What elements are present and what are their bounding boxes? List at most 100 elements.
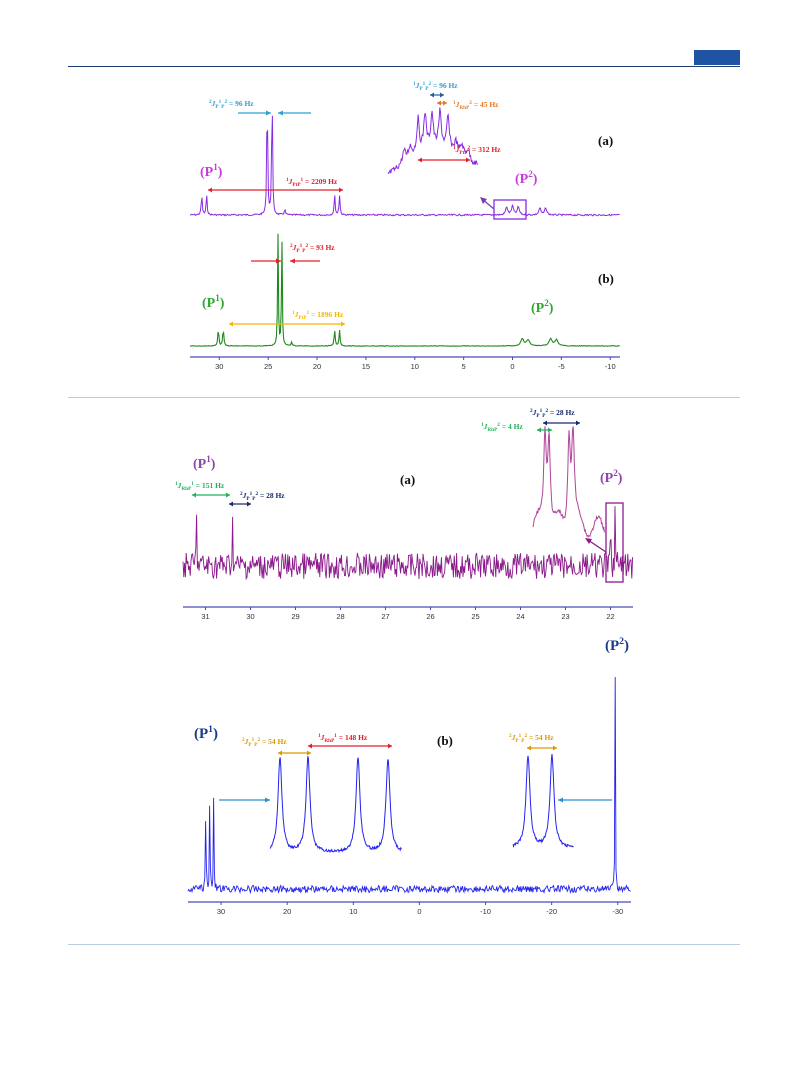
tick-label: 10 [411,362,419,371]
figure-separator-2 [68,944,740,945]
tick-label: 15 [362,362,370,371]
coupling-2a-rhp1: 1JRhP1 = 151 Hz [175,481,225,492]
coupling-2b-p1p2-left-arrow-head-right [307,750,311,756]
spectrum-2a [182,506,634,581]
peak-label-1b-p2: (P2) [531,298,554,316]
coupling-1a-ptp2: 1JPtP2 = 312 Hz [453,145,501,156]
coupling-2a-p1p2-right-arrow-head-left [543,420,547,426]
coupling-1b-ptp1-arrow-head-right [341,321,345,327]
tick-label: -5 [558,362,565,371]
coupling-1a-ptp2-arrow-head-left [418,157,422,163]
coupling-2a-p1p2-left-arrow-head-left [229,501,233,507]
tick-label: 26 [426,612,434,621]
tick-label: 30 [215,362,223,371]
spectrum-2b [187,676,631,895]
inset-pointer-head-2a [585,538,592,544]
peak-label-2a-p1: (P1) [193,454,216,472]
coupling-1a-p1p2-right-arrow [430,92,444,98]
peak-label-2b-p1: (P1) [194,724,218,742]
coupling-1b-ptp1-arrow-head-left [229,321,233,327]
coupling-2b-p1p2-left-arrow [278,750,311,756]
tick-label: 28 [336,612,344,621]
figure2a-x-axis: 31 30 29 28 27 26 25 24 23 22 [183,606,633,621]
spectrum-tag-2a: (a) [400,472,415,487]
inset-pointer-2b-left-head [265,797,270,803]
coupling-2b-p1p2-right-arrow [527,745,557,751]
inset-pointer-head-1a [480,197,487,204]
tick-label: -30 [612,907,623,916]
coupling-1b-p1p2: 2JP1P2 = 93 Hz [290,243,335,254]
coupling-2a-rhp2-arrow-head-right [548,427,552,433]
coupling-2a-rhp2-arrow-head-left [537,427,541,433]
coupling-2b-p1p2-right-arrow-head-right [553,745,557,751]
coupling-2a-rhp1-arrow [192,492,230,498]
coupling-2a-rhp1-arrow-head-right [226,492,230,498]
coupling-2a-rhp2: 1JRhP2 = 4 Hz [481,422,523,433]
inset-box-1a [493,199,527,220]
coupling-1a-ptp2-arrow-head-right [466,157,470,163]
coupling-1a-rhp2-arrow [437,100,447,106]
coupling-2b-p1p2-left-arrow-head-left [278,750,282,756]
coupling-1a-p1p2-left: 2JP1P2 = 96 Hz [209,99,254,110]
coupling-1a-ptp2-arrow [418,157,470,163]
spectrum-2b-inset-right [512,754,574,848]
coupling-2a-p1p2-left-arrow [229,501,251,507]
coupling-1a-p1p2-right: 1JP1P2 = 96 Hz [413,81,458,92]
spectrum-tag-1a: (a) [598,133,613,148]
coupling-1a-ptp1-arrow-head-left [208,187,212,193]
tick-label: 27 [381,612,389,621]
coupling-2a-rhp2-arrow [537,427,552,433]
inset-pointer-2a [587,539,607,553]
coupling-1a-p1p2-right-arrow-head-left [430,92,434,98]
tick-label: 20 [313,362,321,371]
tick-label: 25 [471,612,479,621]
tick-label: 24 [516,612,524,621]
coupling-2b-rhp1-arrow [308,743,392,749]
tick-label: 10 [349,907,357,916]
figure2b-x-axis: 30 20 10 0 -10 -20 -30 [188,901,631,916]
spectrum-tag-1b: (b) [598,271,614,286]
tick-label: -20 [546,907,557,916]
peak-label-1a-p1: (P1) [200,162,223,180]
tick-label: -10 [605,362,616,371]
tick-label: 25 [264,362,272,371]
coupling-2b-p1p2-left: 2JP1P2 = 54 Hz [242,737,287,748]
coupling-1a-ptp1: 1JPtP1 = 2209 Hz [286,177,338,188]
tick-label: 30 [217,907,225,916]
coupling-1a-rhp2: 1JRhP2 = 45 Hz [453,100,499,111]
inset-pointer-2b-right [558,797,612,803]
inset-box-2a [605,502,624,583]
header-rule [68,66,740,67]
coupling-1a-ptp1-arrow [208,187,343,193]
coupling-2b-rhp1-arrow-head-left [308,743,312,749]
coupling-1a-rhp2-arrow-head-right [443,100,447,106]
tick-label: 5 [462,362,466,371]
coupling-1b-p1p2-arrow-l-head [276,258,281,264]
header-tab [694,50,740,65]
coupling-2b-rhp1: 1JRhP1 = 148 Hz [318,733,368,744]
tick-label: 22 [606,612,614,621]
coupling-2b-p1p2-right: 2JP1P2 = 54 Hz [509,733,554,744]
figure-separator-1 [68,397,740,398]
coupling-2a-p1p2-right-arrow [543,420,580,426]
peak-label-1b-p1: (P1) [202,293,225,311]
coupling-1b-p1p2-arrow-l [251,258,281,264]
coupling-1a-p1p2-left-arrow-r-head [278,110,283,116]
coupling-1b-p1p2-arrow-r-head [290,258,295,264]
coupling-1b-ptp1-arrow [229,321,345,327]
coupling-1a-ptp1-arrow-head-right [339,187,343,193]
inset-pointer-2b-right-head [558,797,563,803]
tick-label: 23 [561,612,569,621]
coupling-1a-p1p2-left-arrow-l [238,110,271,116]
coupling-2a-p1p2-left-arrow-head-right [247,501,251,507]
spectrum-1b [189,233,620,347]
coupling-1a-p1p2-right-arrow-head-right [440,92,444,98]
coupling-2a-p1p2-left: 2JP1P2 = 28 Hz [240,491,285,502]
coupling-1b-ptp1: 1JPtP1 = 1896 Hz [292,310,344,321]
coupling-2b-rhp1-arrow-head-right [388,743,392,749]
tick-label: 30 [246,612,254,621]
coupling-2a-p1p2-right: 2JP1P2 = 28 Hz [530,408,575,419]
coupling-2a-rhp1-arrow-head-left [192,492,196,498]
coupling-2a-p1p2-right-arrow-head-right [576,420,580,426]
tick-label: -10 [480,907,491,916]
